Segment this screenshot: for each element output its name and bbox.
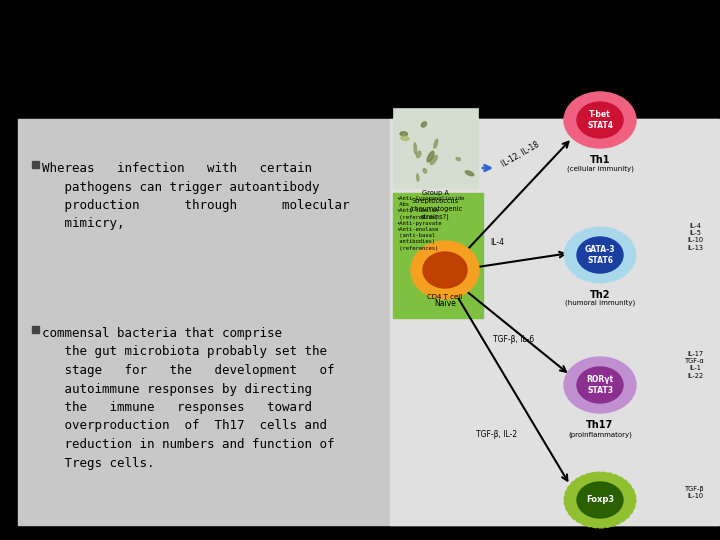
Bar	[0, 0, 720, 119]
Ellipse shape	[416, 151, 421, 158]
Bar	[390, 119, 720, 525]
Text: TGF-β, IL-6: TGF-β, IL-6	[493, 335, 534, 344]
Bar	[18, 119, 718, 525]
Text: Th1: Th1	[590, 155, 611, 165]
Ellipse shape	[421, 122, 426, 127]
Text: IL-4: IL-4	[490, 238, 504, 247]
Text: commensal bacteria that comprise
   the gut microbiota probably set the
   stage: commensal bacteria that comprise the gut…	[42, 327, 335, 469]
Text: Th17: Th17	[586, 420, 613, 430]
Text: (humoral immunity): (humoral immunity)	[565, 300, 635, 307]
Ellipse shape	[400, 132, 408, 136]
Text: (cellular immunity): (cellular immunity)	[567, 165, 634, 172]
Text: IL-12, IL-18: IL-12, IL-18	[500, 140, 541, 169]
Text: TGF-β
IL-10: TGF-β IL-10	[685, 485, 705, 499]
Ellipse shape	[577, 367, 623, 403]
Text: Th2: Th2	[590, 290, 611, 300]
Ellipse shape	[564, 357, 636, 413]
Bar	[32, 326, 39, 333]
Text: (proinflammatory): (proinflammatory)	[568, 431, 632, 437]
Ellipse shape	[456, 158, 461, 160]
Text: IFN-γ
IL-2: IFN-γ IL-2	[686, 99, 704, 113]
Bar	[393, 193, 483, 318]
Ellipse shape	[577, 482, 623, 518]
Ellipse shape	[414, 143, 417, 154]
Text: GATA-3
STAT6: GATA-3 STAT6	[585, 245, 616, 265]
Ellipse shape	[564, 472, 636, 528]
Ellipse shape	[434, 139, 438, 148]
Ellipse shape	[411, 241, 479, 299]
Text: RORγt
STAT3: RORγt STAT3	[586, 375, 613, 395]
Ellipse shape	[465, 171, 474, 176]
Ellipse shape	[431, 156, 437, 165]
Text: T-bet
STAT4: T-bet STAT4	[587, 110, 613, 130]
Ellipse shape	[577, 102, 623, 138]
Ellipse shape	[417, 174, 419, 181]
Text: Naïve: Naïve	[434, 299, 456, 308]
Ellipse shape	[564, 227, 636, 283]
Bar	[393, 108, 478, 188]
Ellipse shape	[423, 168, 427, 173]
Text: Whereas   infection   with   certain
   pathogens can trigger autoantibody
   pr: Whereas infection with certain pathogens…	[42, 162, 349, 231]
Text: Group A
Streptococcus
(rheumatogenic
strains?): Group A Streptococcus (rheumatogenic str…	[409, 190, 462, 220]
Text: •Anti-lysoganglioside
 Abs
•Anti-tubulin
 (references)
•Anti-pyruvate
•Anti-enol: •Anti-lysoganglioside Abs •Anti-tubulin …	[396, 196, 464, 251]
Text: TGF-β, IL-2: TGF-β, IL-2	[476, 430, 517, 439]
Text: IL-4
IL-5
IL-10
IL-13: IL-4 IL-5 IL-10 IL-13	[687, 222, 703, 251]
Ellipse shape	[564, 92, 636, 148]
Text: IL-17
TGF-α
IL-1
IL-22: IL-17 TGF-α IL-1 IL-22	[685, 350, 705, 379]
Bar	[32, 161, 39, 168]
Ellipse shape	[427, 151, 434, 162]
Ellipse shape	[423, 252, 467, 288]
Ellipse shape	[401, 136, 409, 140]
Text: Foxp3: Foxp3	[586, 496, 614, 504]
Text: CD4 T cell: CD4 T cell	[428, 294, 463, 300]
Ellipse shape	[577, 237, 623, 273]
